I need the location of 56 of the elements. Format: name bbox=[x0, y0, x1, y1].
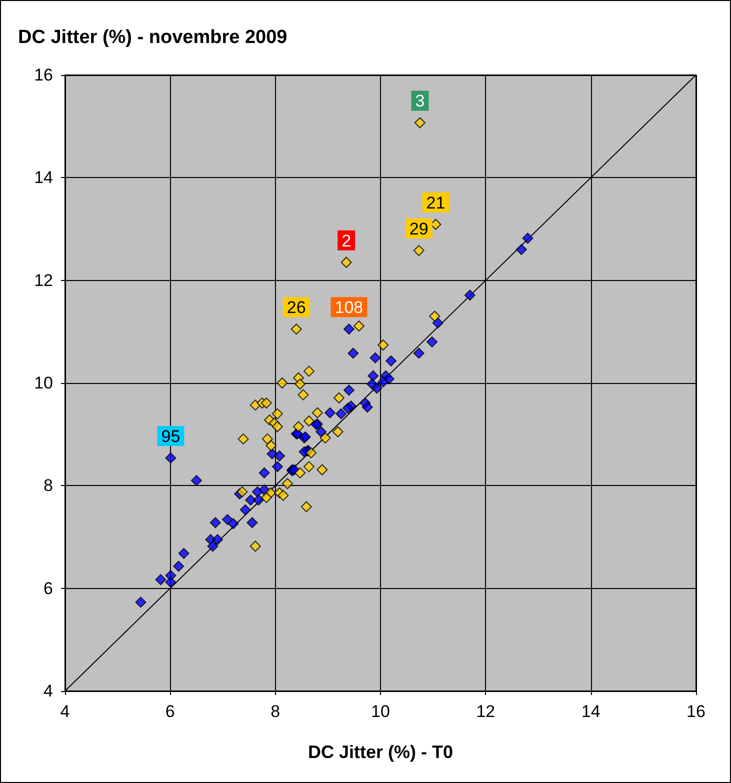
y-tick-label: 6 bbox=[44, 578, 53, 598]
point bbox=[353, 320, 364, 332]
x-tick-label: 4 bbox=[60, 702, 70, 721]
point bbox=[298, 389, 309, 400]
point bbox=[294, 467, 306, 478]
point bbox=[320, 432, 331, 444]
point bbox=[300, 501, 312, 512]
point bbox=[266, 440, 277, 452]
point bbox=[260, 398, 272, 409]
x-tick-label: 10 bbox=[371, 702, 390, 721]
point bbox=[290, 324, 302, 335]
x-tick-label: 16 bbox=[686, 702, 706, 721]
point bbox=[316, 464, 328, 476]
y-tick-label: 16 bbox=[34, 66, 53, 84]
y-tick-label: 8 bbox=[44, 476, 53, 496]
y-tick-label: 10 bbox=[34, 374, 53, 392]
annotation: 21 bbox=[426, 193, 446, 212]
point bbox=[292, 421, 304, 432]
y-tick-label: 14 bbox=[34, 168, 53, 188]
annotation: 95 bbox=[161, 426, 180, 446]
point bbox=[333, 392, 344, 404]
x-tick-label: 6 bbox=[165, 702, 175, 721]
y-tick-label: 12 bbox=[34, 270, 53, 290]
point bbox=[294, 378, 306, 390]
point bbox=[272, 408, 283, 420]
chart-title: DC Jitter (%) - novembre 2009 bbox=[18, 27, 288, 48]
point bbox=[429, 310, 440, 322]
point bbox=[413, 245, 424, 256]
point bbox=[278, 490, 289, 501]
point bbox=[414, 117, 426, 128]
annotation: 108 bbox=[334, 298, 364, 318]
y-tick-label: 4 bbox=[44, 682, 53, 700]
point bbox=[236, 486, 248, 498]
point bbox=[238, 433, 249, 444]
point bbox=[303, 415, 314, 426]
point bbox=[332, 426, 344, 438]
x-tick-label: 8 bbox=[270, 702, 280, 721]
x-tick-label: 12 bbox=[476, 702, 496, 721]
point bbox=[276, 378, 288, 388]
point bbox=[282, 478, 293, 490]
point bbox=[272, 421, 283, 432]
point bbox=[303, 461, 314, 472]
annotation: 26 bbox=[286, 298, 306, 318]
x-axis-title: DC Jitter (%) - T0 bbox=[308, 742, 454, 762]
x-tick-label: 14 bbox=[581, 702, 600, 721]
point bbox=[262, 433, 273, 444]
point bbox=[260, 492, 272, 503]
annotation: 3 bbox=[415, 92, 425, 111]
annotation: 29 bbox=[409, 220, 428, 239]
point bbox=[250, 540, 261, 552]
point bbox=[303, 366, 314, 377]
annotation: 2 bbox=[342, 231, 352, 250]
point bbox=[340, 256, 352, 268]
point bbox=[378, 340, 389, 351]
point bbox=[306, 447, 317, 458]
point bbox=[312, 407, 323, 418]
